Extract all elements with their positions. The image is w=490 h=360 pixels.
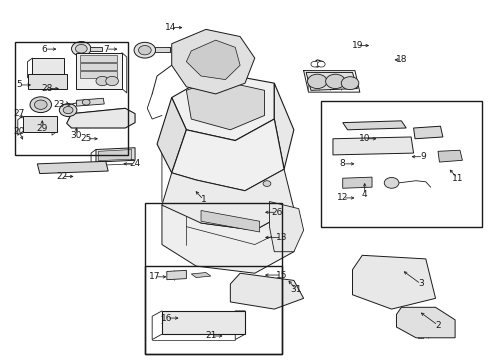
Polygon shape [172, 30, 255, 94]
Polygon shape [414, 126, 443, 139]
Polygon shape [96, 148, 135, 162]
Polygon shape [27, 74, 67, 89]
Polygon shape [172, 119, 284, 191]
Polygon shape [76, 98, 104, 106]
Circle shape [75, 44, 87, 53]
Polygon shape [230, 273, 304, 309]
Polygon shape [76, 53, 122, 89]
Text: 4: 4 [362, 190, 368, 199]
Text: 5: 5 [16, 81, 22, 90]
Text: 21: 21 [205, 332, 217, 341]
Circle shape [341, 77, 359, 90]
Text: 7: 7 [103, 45, 109, 54]
Polygon shape [37, 161, 108, 174]
Text: 20: 20 [14, 127, 25, 136]
Circle shape [139, 45, 151, 55]
Text: 23: 23 [53, 100, 65, 109]
Circle shape [326, 74, 345, 89]
Bar [321, 101, 482, 226]
Circle shape [59, 104, 77, 117]
Text: 12: 12 [337, 193, 348, 202]
Text: 17: 17 [149, 272, 160, 281]
Polygon shape [186, 80, 265, 130]
Text: 18: 18 [395, 55, 407, 64]
Polygon shape [167, 270, 186, 280]
Text: 8: 8 [340, 159, 345, 168]
Bar [145, 266, 282, 354]
Polygon shape [186, 40, 240, 80]
Circle shape [63, 107, 73, 114]
Polygon shape [162, 169, 294, 230]
Bar [15, 42, 128, 155]
Polygon shape [172, 72, 274, 140]
Text: 28: 28 [42, 84, 53, 93]
Circle shape [72, 41, 91, 56]
Text: 22: 22 [56, 172, 68, 181]
Circle shape [134, 42, 156, 58]
Circle shape [34, 100, 47, 109]
Polygon shape [191, 273, 211, 278]
Text: 9: 9 [420, 152, 426, 161]
Polygon shape [343, 177, 372, 188]
Bar [145, 203, 282, 354]
Text: 16: 16 [161, 314, 172, 323]
Text: 29: 29 [37, 123, 48, 132]
Text: 31: 31 [291, 285, 302, 294]
Text: 15: 15 [276, 270, 288, 279]
Circle shape [96, 76, 109, 86]
Text: 25: 25 [80, 134, 92, 143]
Polygon shape [274, 83, 294, 169]
Polygon shape [98, 149, 132, 161]
Bar [80, 63, 117, 69]
Bar [80, 71, 117, 78]
Text: 19: 19 [352, 41, 363, 50]
Text: 13: 13 [276, 233, 288, 242]
Polygon shape [343, 121, 406, 130]
Polygon shape [438, 150, 463, 162]
Text: 14: 14 [165, 23, 176, 32]
Polygon shape [333, 137, 414, 155]
Bar [155, 47, 170, 52]
Bar [90, 46, 102, 51]
Polygon shape [306, 72, 357, 90]
Circle shape [318, 61, 325, 67]
Polygon shape [162, 205, 294, 273]
Circle shape [384, 177, 399, 188]
Text: 2: 2 [435, 321, 441, 330]
Circle shape [308, 74, 327, 89]
Polygon shape [67, 108, 135, 128]
Polygon shape [32, 58, 64, 74]
Polygon shape [162, 311, 245, 334]
Text: 11: 11 [452, 174, 464, 183]
Text: 1: 1 [200, 195, 206, 204]
Polygon shape [157, 98, 186, 173]
Text: 30: 30 [71, 131, 82, 140]
Polygon shape [201, 211, 260, 232]
Text: 10: 10 [359, 134, 370, 143]
Text: 3: 3 [418, 279, 424, 288]
Text: 27: 27 [14, 109, 25, 118]
Circle shape [30, 97, 51, 113]
Text: 26: 26 [271, 208, 282, 217]
Polygon shape [23, 116, 57, 132]
Circle shape [106, 76, 119, 86]
Bar [80, 55, 117, 62]
Text: 6: 6 [42, 45, 48, 54]
Polygon shape [270, 202, 304, 252]
Polygon shape [396, 307, 455, 338]
Circle shape [263, 181, 271, 186]
Circle shape [311, 61, 319, 67]
Polygon shape [352, 255, 436, 309]
Text: 24: 24 [129, 159, 141, 168]
Circle shape [82, 99, 90, 105]
